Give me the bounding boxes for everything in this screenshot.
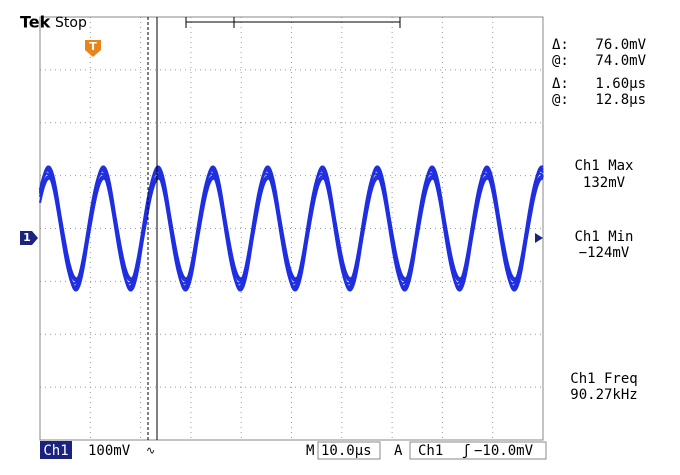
trigger-marker-shape — [85, 40, 101, 57]
trace — [38, 175, 544, 282]
channel-badge — [40, 441, 72, 459]
brand: Tek — [20, 13, 51, 32]
footer-scale: 100mV — [88, 443, 131, 459]
channel-marker: 1 — [23, 231, 31, 244]
value: 76.0mV — [595, 37, 646, 53]
footer-trigger-level: −10.0mV — [474, 443, 534, 459]
bw-icon: ∿ — [146, 444, 155, 457]
box — [409, 441, 547, 460]
graticule-border — [39, 16, 544, 441]
slope-icon: ʃ — [462, 443, 470, 459]
trace — [38, 165, 544, 292]
graticule — [40, 17, 543, 440]
footer: Ch1 100mV ∿ M 10.0µs A Ch1 ʃ −10.0mV — [40, 441, 547, 460]
label: @: — [552, 53, 569, 69]
measurement-value: 90.27kHz — [570, 387, 637, 403]
cursor-readouts: Δ: 76.0mV @: 74.0mV Δ: 1.60µs @: 12.8µs — [552, 37, 647, 108]
label: Δ: — [552, 76, 569, 92]
measurement-value: 132mV — [583, 175, 626, 191]
measurement-name: Ch1 Max — [574, 158, 633, 174]
measurement-name: Ch1 Freq — [570, 371, 637, 387]
value: 1.60µs — [595, 76, 646, 92]
value: 12.8µs — [595, 92, 646, 108]
channel-marker-shape — [20, 231, 38, 245]
measurement-value: −124mV — [579, 245, 630, 261]
value: 74.0mV — [595, 53, 646, 69]
waveform — [38, 165, 544, 292]
box — [317, 441, 381, 460]
measurements: Ch1 Max 132mV Ch1 Min −124mV Ch1 Freq 90… — [570, 158, 637, 403]
footer-time-label: M — [306, 443, 314, 459]
label: @: — [552, 92, 569, 108]
label: Δ: — [552, 37, 569, 53]
footer-channel: Ch1 — [43, 443, 68, 459]
trigger-marker: T — [89, 40, 97, 53]
status: Stop — [55, 15, 87, 31]
trace — [38, 177, 544, 280]
footer-trigger-label: A — [394, 443, 403, 459]
footer-trigger-channel: Ch1 — [418, 443, 443, 459]
footer-time-scale: 10.0µs — [321, 443, 372, 459]
trigger-level-marker — [535, 233, 543, 243]
measurement-name: Ch1 Min — [574, 229, 633, 245]
